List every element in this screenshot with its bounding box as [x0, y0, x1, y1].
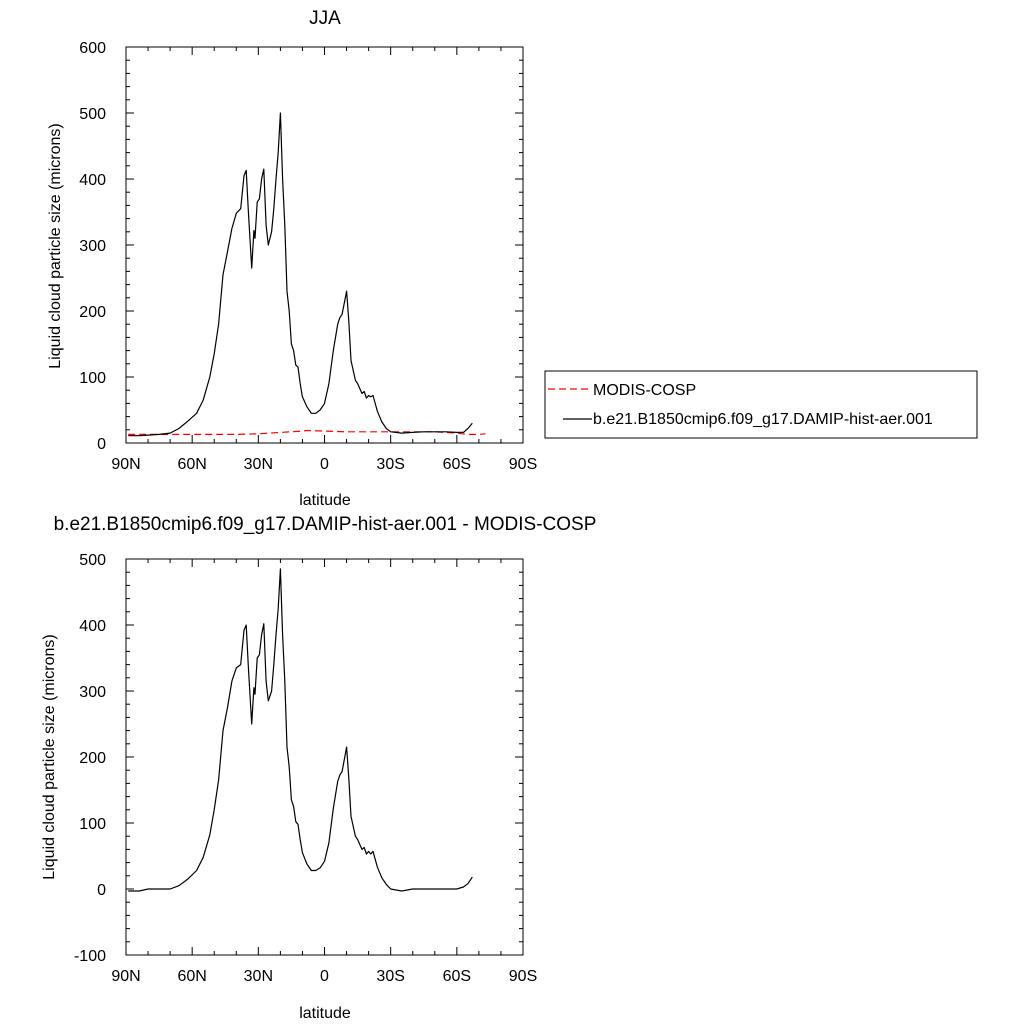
top-chart-x-tick-label: 30S — [376, 456, 404, 473]
bottom-chart-y-tick-label: 200 — [79, 750, 106, 767]
bottom-chart-y-tick-label: -100 — [74, 948, 106, 965]
bottom-chart-x-tick-label: 0 — [320, 968, 329, 985]
top-chart-series-line-b-e21-b1850cmip6-f09-g17-damip-hist-aer-001 — [128, 112, 473, 437]
bottom-chart-series-line-difference — [128, 568, 473, 892]
bottom-chart-x-tick-label: 60N — [177, 968, 206, 985]
top-chart-x-tick-label: 60S — [443, 456, 471, 473]
top-chart-y-axis-label: Liquid cloud particle size (microns) — [47, 123, 64, 368]
chart-legend: MODIS-COSP b.e21.B1850cmip6.f09_g17.DAMI… — [544, 370, 978, 439]
top-chart-x-tick-label: 90S — [509, 456, 537, 473]
top-chart-y-tick-label: 600 — [79, 40, 106, 57]
legend-entry-modis-cosp: MODIS-COSP — [593, 382, 696, 399]
top-chart-x-tick-label: 60N — [177, 456, 206, 473]
top-chart-x-tick-label: 30N — [244, 456, 273, 473]
bottom-chart-y-tick-label: 300 — [79, 684, 106, 701]
top-chart-axes: 90N 60N 30N 0 30S 60S 90S 0 100 200 300 400 500 600 — [79, 40, 537, 473]
top-chart-x-tick-label: 90N — [111, 456, 140, 473]
top-chart-x-tick-label: 0 — [320, 456, 329, 473]
top-chart-y-tick-label: 400 — [79, 172, 106, 189]
bottom-chart-panel: b.e21.B1850cmip6.f09_g17.DAMIP-hist-aer.… — [41, 514, 596, 1022]
bottom-chart-y-tick-label: 400 — [79, 618, 106, 635]
top-chart-y-tick-label: 300 — [79, 238, 106, 255]
top-chart-series — [128, 112, 486, 437]
bottom-chart-x-tick-label: 60S — [443, 968, 471, 985]
top-chart-title: JJA — [309, 8, 341, 29]
legend-entry-model: b.e21.B1850cmip6.f09_g17.DAMIP-hist-aer.… — [593, 411, 933, 428]
top-chart-y-tick-label: 500 — [79, 106, 106, 123]
bottom-chart-series — [128, 568, 473, 892]
top-chart-y-tick-label: 200 — [79, 304, 106, 321]
top-chart-y-tick-label: 0 — [97, 436, 106, 453]
bottom-chart-title: b.e21.B1850cmip6.f09_g17.DAMIP-hist-aer.… — [54, 514, 597, 535]
bottom-chart-y-tick-label: 500 — [79, 552, 106, 569]
bottom-chart-y-tick-label: 0 — [97, 882, 106, 899]
bottom-chart-x-axis-label: latitude — [299, 1005, 351, 1022]
bottom-chart-x-tick-label: 30S — [376, 968, 404, 985]
bottom-chart-plot-frame — [125, 558, 524, 956]
top-chart-x-axis-label: latitude — [299, 492, 351, 509]
bottom-chart-y-tick-label: 100 — [79, 816, 106, 833]
bottom-chart-x-tick-label: 90S — [509, 968, 537, 985]
top-chart-plot-frame — [125, 46, 524, 444]
bottom-chart-x-tick-label: 90N — [111, 968, 140, 985]
bottom-chart-axes: 90N 60N 30N 0 30S 60S 90S -100 0 100 200 300 400 500 — [74, 552, 537, 985]
legend-box — [544, 370, 978, 439]
bottom-chart-x-tick-label: 30N — [244, 968, 273, 985]
top-chart-panel: JJA 90N 60N 30N 0 30S 60S 90S 0 100 200 300 400 500 6… — [47, 8, 537, 509]
top-chart-series-line-modis-cosp — [128, 429, 486, 435]
bottom-chart-y-axis-label: Liquid cloud particle size (microns) — [41, 634, 58, 879]
top-chart-y-tick-label: 100 — [79, 370, 106, 387]
